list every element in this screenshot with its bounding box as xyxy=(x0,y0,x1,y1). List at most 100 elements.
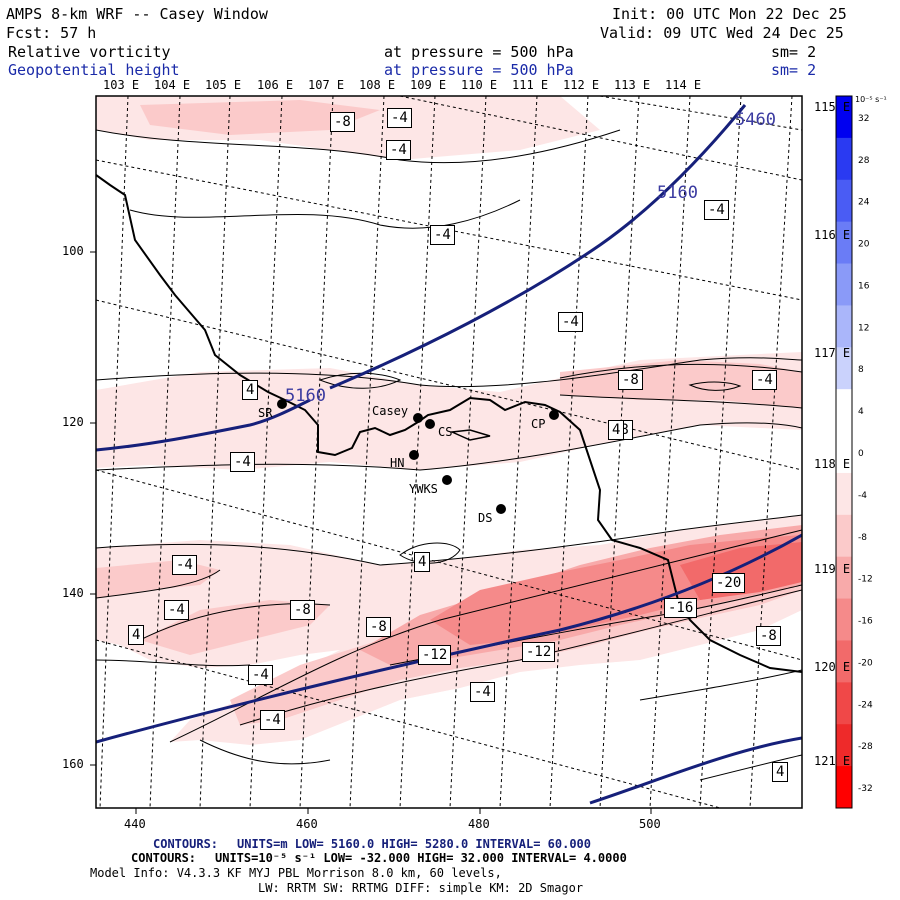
longitude-label-top: 114 E xyxy=(665,78,702,92)
station-label: CS xyxy=(438,425,453,439)
vorticity-contour-label: -20 xyxy=(712,573,746,593)
longitude-label-top: 108 E xyxy=(359,78,396,92)
colorbar-tick-label: -20 xyxy=(858,658,873,668)
colorbar-tick-label: -28 xyxy=(858,742,873,752)
longitude-label-right: 117 E xyxy=(814,346,851,360)
colorbar-tick-label: 24 xyxy=(858,198,870,208)
colorbar-tick-label: -12 xyxy=(858,575,873,585)
colorbar-tick-label: 4 xyxy=(858,407,864,417)
vorticity-contour-label: -8 xyxy=(618,370,643,390)
longitude-label-top: 103 E xyxy=(103,78,140,92)
vorticity-contour-label: -4 xyxy=(558,312,583,332)
valid-time: Valid: 09 UTC Wed 24 Dec 25 xyxy=(600,24,844,42)
colorbar-swatch xyxy=(836,263,852,306)
footer-height-label: CONTOURS: xyxy=(153,837,219,851)
station-label: SR xyxy=(258,406,273,420)
colorbar-tick-label: 28 xyxy=(858,156,870,166)
map-title: AMPS 8-km WRF -- Casey Window xyxy=(6,5,268,23)
station-label: YWKS xyxy=(409,482,438,496)
colorbar-swatch xyxy=(836,472,852,516)
colorbar-tick-label: -24 xyxy=(858,700,873,710)
vorticity-contour-label: -4 xyxy=(172,555,197,575)
field1-level: at pressure = 500 hPa xyxy=(384,43,574,61)
grid-x-label: 460 xyxy=(296,817,318,831)
vorticity-contour-label: -16 xyxy=(664,598,698,618)
station-label: Casey xyxy=(372,404,409,418)
grid-x-label: 480 xyxy=(468,817,490,831)
grid-x-label: 440 xyxy=(124,817,146,831)
vorticity-contour-label: -8 xyxy=(330,112,355,132)
longitude-label-right: 121 E xyxy=(814,754,851,768)
colorbar-tick-label: -4 xyxy=(858,491,867,501)
colorbar-swatch xyxy=(836,640,852,683)
vorticity-contour-label: -4 xyxy=(164,600,189,620)
height-contour-label: 5160 xyxy=(657,183,698,203)
height-contour-label: 5160 xyxy=(285,386,326,406)
grid-y-label: 160 xyxy=(62,757,84,771)
station-markers xyxy=(277,399,559,514)
longitude-label-top: 113 E xyxy=(614,78,651,92)
vorticity-contour-label: 4 xyxy=(242,380,259,400)
forecast-hour: Fcst: 57 h xyxy=(6,24,97,42)
vorticity-contour-label: 4 xyxy=(608,420,625,440)
vorticity-contour-label: -12 xyxy=(418,645,452,665)
station-label: HN xyxy=(390,456,405,470)
height-contour-label: 5460 xyxy=(735,110,776,130)
model-info: Model Info: V4.3.3 KF MYJ PBL Morrison 8… xyxy=(90,866,502,880)
field1-name: Relative vorticity xyxy=(8,43,171,61)
longitude-label-top: 109 E xyxy=(410,78,447,92)
model-physics: LW: RRTM SW: RRTMG DIFF: simple KM: 2D S… xyxy=(258,881,584,895)
vorticity-contour-label: -8 xyxy=(290,600,315,620)
vorticity-contour-label: -4 xyxy=(260,710,285,730)
colorbar-tick-label: -8 xyxy=(858,533,867,543)
field2-smoothing: sm= 2 xyxy=(771,61,817,79)
grid-y-label: 140 xyxy=(62,586,84,600)
colorbar-tick-label: 8 xyxy=(858,365,864,375)
field1-smoothing: sm= 2 xyxy=(771,43,817,61)
init-time: Init: 00 UTC Mon 22 Dec 25 xyxy=(612,5,847,23)
colorbar-frame xyxy=(835,95,853,809)
colorbar-swatch xyxy=(836,347,852,390)
island-coast xyxy=(449,429,491,441)
longitude-label-right: 120 E xyxy=(814,660,851,674)
colorbar-tick-label: 12 xyxy=(858,323,869,333)
longitude-label-top: 106 E xyxy=(257,78,294,92)
colorbar-swatch xyxy=(836,682,852,725)
field2-name: Geopotential height xyxy=(8,61,180,79)
vorticity-contour-label: -4 xyxy=(230,452,255,472)
map-contents xyxy=(96,96,802,808)
footer-vorticity-label: CONTOURS: xyxy=(131,851,197,865)
grid-y-label: 120 xyxy=(62,415,84,429)
vorticity-contour-label: -4 xyxy=(387,108,412,128)
geopotential-height-contours xyxy=(96,104,802,805)
longitude-label-right: 119 E xyxy=(814,562,851,576)
colorbar-swatch xyxy=(836,305,852,348)
colorbar-swatch xyxy=(836,137,852,181)
longitude-label-right: 116 E xyxy=(814,228,851,242)
vorticity-contour-label: -4 xyxy=(430,225,455,245)
lat-lon-grid xyxy=(96,96,802,808)
longitude-label-top: 107 E xyxy=(308,78,345,92)
vorticity-contour-label: 4 xyxy=(772,762,789,782)
longitude-label-top: 111 E xyxy=(512,78,549,92)
station-label: CP xyxy=(531,417,546,431)
colorbar-swatch xyxy=(836,598,852,641)
vorticity-contour-label: -4 xyxy=(248,665,273,685)
colorbar-tick-label: 20 xyxy=(858,240,870,250)
colorbar-tick-label: 16 xyxy=(858,281,870,291)
vorticity-contour-label: -8 xyxy=(366,617,391,637)
vorticity-contour-label: -12 xyxy=(522,642,556,662)
vorticity-contour-label: -4 xyxy=(752,370,777,390)
colorbar-swatch xyxy=(836,556,852,600)
axis-ticks xyxy=(90,251,652,814)
footer-vorticity-contours: UNITS=10⁻⁵ s⁻¹ LOW= -32.000 HIGH= 32.000… xyxy=(215,851,627,865)
longitude-label-right: 115 E xyxy=(814,100,851,114)
vorticity-contour-label: 4 xyxy=(414,552,431,572)
colorbar-swatch xyxy=(836,389,852,432)
colorbar: 32 28 24 20 16 12 8 4 0 -4 -8 -12 -16 -20 -24 -28 -32 10⁻… xyxy=(835,95,887,809)
longitude-label-top: 112 E xyxy=(563,78,600,92)
colorbar-tick-label: -16 xyxy=(858,617,873,627)
colorbar-swatch xyxy=(836,724,852,767)
colorbar-swatch xyxy=(836,431,852,474)
colorbar-swatch xyxy=(836,221,852,265)
